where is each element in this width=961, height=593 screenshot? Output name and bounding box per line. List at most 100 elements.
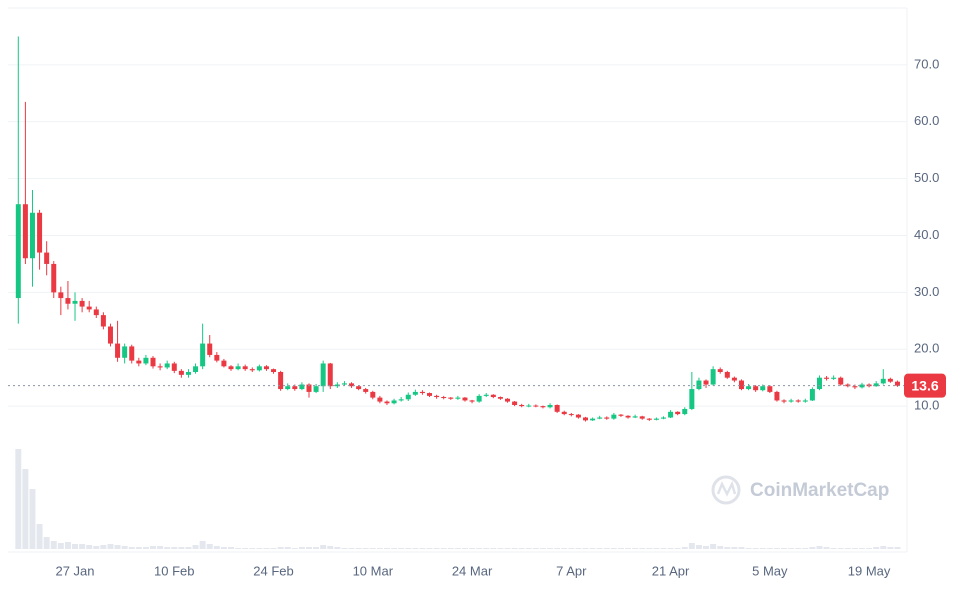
x-tick-label: 10 Feb bbox=[154, 563, 194, 578]
volume-bar bbox=[355, 548, 362, 549]
candle-body bbox=[604, 417, 610, 419]
y-tick-label: 70.0 bbox=[914, 56, 939, 71]
volume-bar bbox=[717, 546, 724, 549]
candle-body bbox=[448, 397, 454, 399]
volume-bar bbox=[603, 548, 610, 549]
candle-body bbox=[575, 414, 581, 418]
candle-body bbox=[689, 389, 695, 409]
volume-bar bbox=[773, 548, 780, 549]
volume-bar bbox=[752, 548, 759, 549]
volume-bar bbox=[298, 547, 305, 549]
volume-bar bbox=[653, 548, 660, 549]
candle-body bbox=[299, 384, 305, 390]
volume-bar bbox=[263, 548, 270, 549]
candle-body bbox=[646, 418, 652, 420]
candle-body bbox=[22, 204, 28, 259]
candle-body bbox=[632, 416, 638, 418]
candle-body bbox=[129, 346, 135, 361]
volume-bar bbox=[57, 543, 64, 549]
candle-body bbox=[341, 383, 347, 385]
candle-body bbox=[774, 391, 780, 401]
y-tick-label: 50.0 bbox=[914, 170, 939, 185]
volume-bar bbox=[625, 548, 632, 549]
candle-body bbox=[143, 357, 149, 364]
candle-body bbox=[263, 366, 269, 370]
volume-bar bbox=[291, 548, 298, 549]
volume-bar bbox=[228, 547, 234, 549]
candle-body bbox=[717, 369, 723, 372]
volume-bar bbox=[142, 547, 149, 549]
volume-bar bbox=[114, 545, 121, 549]
volume-bar bbox=[724, 547, 731, 549]
volume-bar bbox=[206, 544, 213, 549]
volume-bar bbox=[781, 548, 788, 549]
volume-bar bbox=[249, 548, 256, 549]
volume-bar bbox=[36, 524, 43, 549]
volume-bar bbox=[837, 548, 844, 549]
volume-bar bbox=[72, 544, 79, 549]
volume-bar bbox=[185, 547, 192, 549]
volume-bar bbox=[695, 545, 702, 549]
volume-bar bbox=[341, 548, 348, 549]
volume-bar bbox=[476, 548, 483, 549]
candle-body bbox=[519, 404, 525, 407]
y-tick-label: 30.0 bbox=[914, 284, 939, 299]
volume-bar bbox=[93, 546, 100, 549]
volume-bar bbox=[710, 544, 717, 549]
candle-body bbox=[653, 418, 659, 420]
candle-body bbox=[859, 384, 865, 388]
x-tick-label: 7 Apr bbox=[556, 563, 587, 578]
volume-bar bbox=[809, 547, 816, 549]
y-tick-label: 10.0 bbox=[914, 398, 939, 413]
volume-bar bbox=[284, 547, 291, 549]
candle-body bbox=[15, 204, 21, 299]
volume-bar bbox=[632, 548, 639, 549]
candle-body bbox=[214, 354, 220, 361]
volume-bar bbox=[50, 541, 57, 549]
volume-bar bbox=[795, 548, 802, 549]
candle-body bbox=[668, 411, 674, 418]
volume-bar bbox=[256, 548, 263, 549]
candle-body bbox=[193, 366, 199, 372]
volume-bar bbox=[405, 548, 412, 549]
volume-bar bbox=[738, 547, 745, 549]
candle-body bbox=[497, 397, 503, 399]
volume-bar bbox=[561, 548, 568, 549]
volume-bar bbox=[199, 541, 206, 549]
volume-bar bbox=[554, 548, 561, 549]
candle-body bbox=[533, 405, 539, 407]
candle-body bbox=[107, 326, 113, 344]
candle-body bbox=[873, 383, 879, 387]
candle-body bbox=[122, 346, 128, 358]
candle-body bbox=[171, 363, 177, 371]
volume-bar bbox=[426, 548, 433, 549]
current-price-label: 13.6 bbox=[911, 377, 938, 393]
x-tick-label: 19 May bbox=[848, 563, 891, 578]
volume-bar bbox=[369, 548, 376, 549]
volume-bar bbox=[107, 544, 114, 549]
candle-body bbox=[781, 400, 787, 402]
y-tick-label: 60.0 bbox=[914, 113, 939, 128]
x-tick-label: 24 Mar bbox=[452, 563, 493, 578]
candle-body bbox=[419, 391, 425, 394]
volume-bar bbox=[674, 548, 681, 549]
candle-body bbox=[597, 417, 603, 419]
candle-body bbox=[611, 414, 617, 419]
candle-body bbox=[51, 263, 57, 293]
volume-bar bbox=[213, 546, 220, 549]
volume-bar bbox=[220, 547, 227, 549]
volume-bar bbox=[64, 542, 71, 549]
volume-bar bbox=[731, 547, 738, 549]
volume-bar bbox=[121, 546, 128, 549]
x-tick-label: 5 May bbox=[752, 563, 788, 578]
candle-body bbox=[79, 300, 85, 307]
candle-body bbox=[845, 384, 851, 387]
watermark: CoinMarketCap bbox=[750, 480, 889, 501]
volume-bar bbox=[802, 548, 809, 549]
candle-body bbox=[207, 343, 213, 355]
volume-bar bbox=[43, 537, 50, 549]
candle-body bbox=[285, 386, 291, 390]
volume-bar bbox=[447, 548, 454, 549]
